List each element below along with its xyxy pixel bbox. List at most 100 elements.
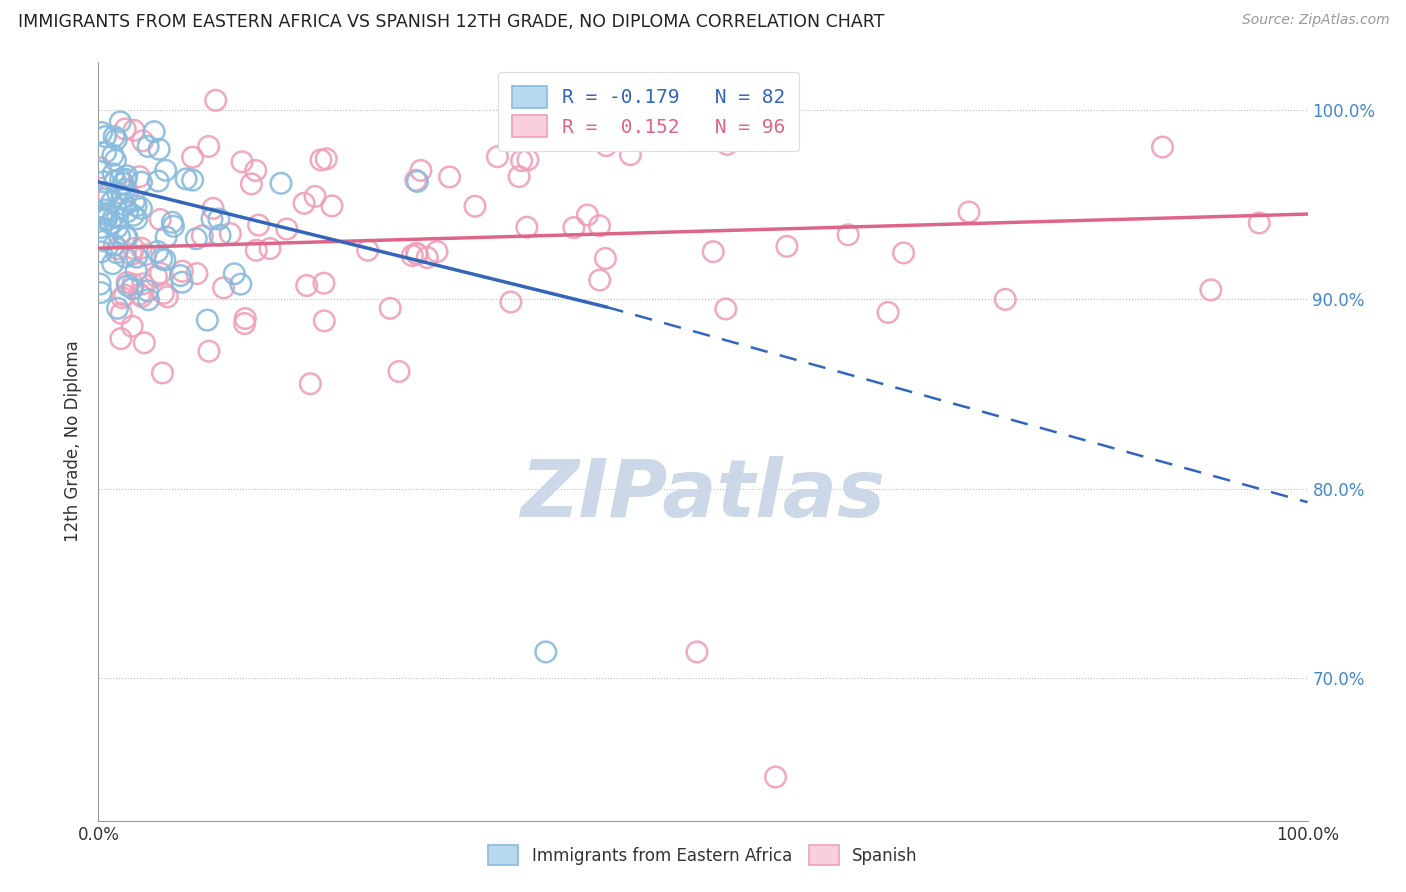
Point [105,245,128,260]
Point [110,115,132,129]
Point [91,192,114,206]
Point [105,242,128,256]
Point [110,172,132,186]
Point [245,163,267,178]
Point [957,205,980,219]
Point [233,311,256,326]
Point [231,154,253,169]
Point [115,276,138,290]
Point [93,234,115,248]
Point [135,247,157,261]
Point [994,293,1017,307]
Point [212,281,235,295]
Point [219,227,242,241]
Point [270,177,292,191]
Point [702,244,724,259]
Point [312,276,335,290]
Point [186,232,208,246]
Point [129,241,152,255]
Point [107,301,129,316]
Point [115,169,138,183]
Point [131,175,153,189]
Point [406,174,429,188]
Point [576,208,599,222]
Point [101,167,124,181]
Point [122,277,145,292]
Point [191,228,214,243]
Point [152,286,174,301]
Point [122,123,145,137]
Point [114,122,136,136]
Point [90,244,112,259]
Point [181,150,204,164]
Point [292,196,315,211]
Point [162,219,184,234]
Point [120,247,142,261]
Point [132,277,155,291]
Point [100,195,122,210]
Point [97,188,120,202]
Point [103,129,125,144]
Point [1199,283,1222,297]
Point [208,212,231,227]
Y-axis label: 12th Grade, No Diploma: 12th Grade, No Diploma [65,341,83,542]
Point [122,242,145,256]
Point [114,288,136,302]
Point [314,314,336,328]
Point [149,266,172,280]
Point [534,645,557,659]
Point [153,252,176,267]
Point [89,161,111,175]
Point [117,278,139,293]
Point [209,228,232,243]
Point [1152,140,1174,154]
Point [686,645,709,659]
Point [105,132,128,146]
Point [103,210,125,224]
Point [202,202,225,216]
Point [619,147,641,161]
Point [115,172,138,186]
Point [138,293,160,307]
Point [134,335,156,350]
Point [94,129,117,144]
Point [131,134,153,148]
Point [229,277,252,292]
Point [388,364,411,378]
Point [90,220,112,235]
Point [304,189,326,203]
Text: IMMIGRANTS FROM EASTERN AFRICA VS SPANISH 12TH GRADE, NO DIPLOMA CORRELATION CHA: IMMIGRANTS FROM EASTERN AFRICA VS SPANIS… [18,13,884,31]
Point [595,252,617,266]
Point [716,137,738,152]
Point [562,220,585,235]
Point [201,211,224,226]
Point [115,230,138,244]
Text: Source: ZipAtlas.com: Source: ZipAtlas.com [1241,13,1389,28]
Point [155,230,177,244]
Point [93,175,115,189]
Point [96,212,118,227]
Point [136,284,159,298]
Point [204,94,226,108]
Point [94,187,117,202]
Point [101,148,124,162]
Point [114,250,136,264]
Point [172,264,194,278]
Point [136,139,159,153]
Point [837,227,859,242]
Point [121,281,143,295]
Point [516,220,538,235]
Point [499,295,522,310]
Point [162,215,184,229]
Point [114,197,136,211]
Point [765,770,787,784]
Point [406,247,429,261]
Point [114,182,136,196]
Point [321,199,343,213]
Point [169,268,191,283]
Point [114,230,136,244]
Point [197,139,219,153]
Point [877,305,900,319]
Point [276,222,298,236]
Point [516,153,538,167]
